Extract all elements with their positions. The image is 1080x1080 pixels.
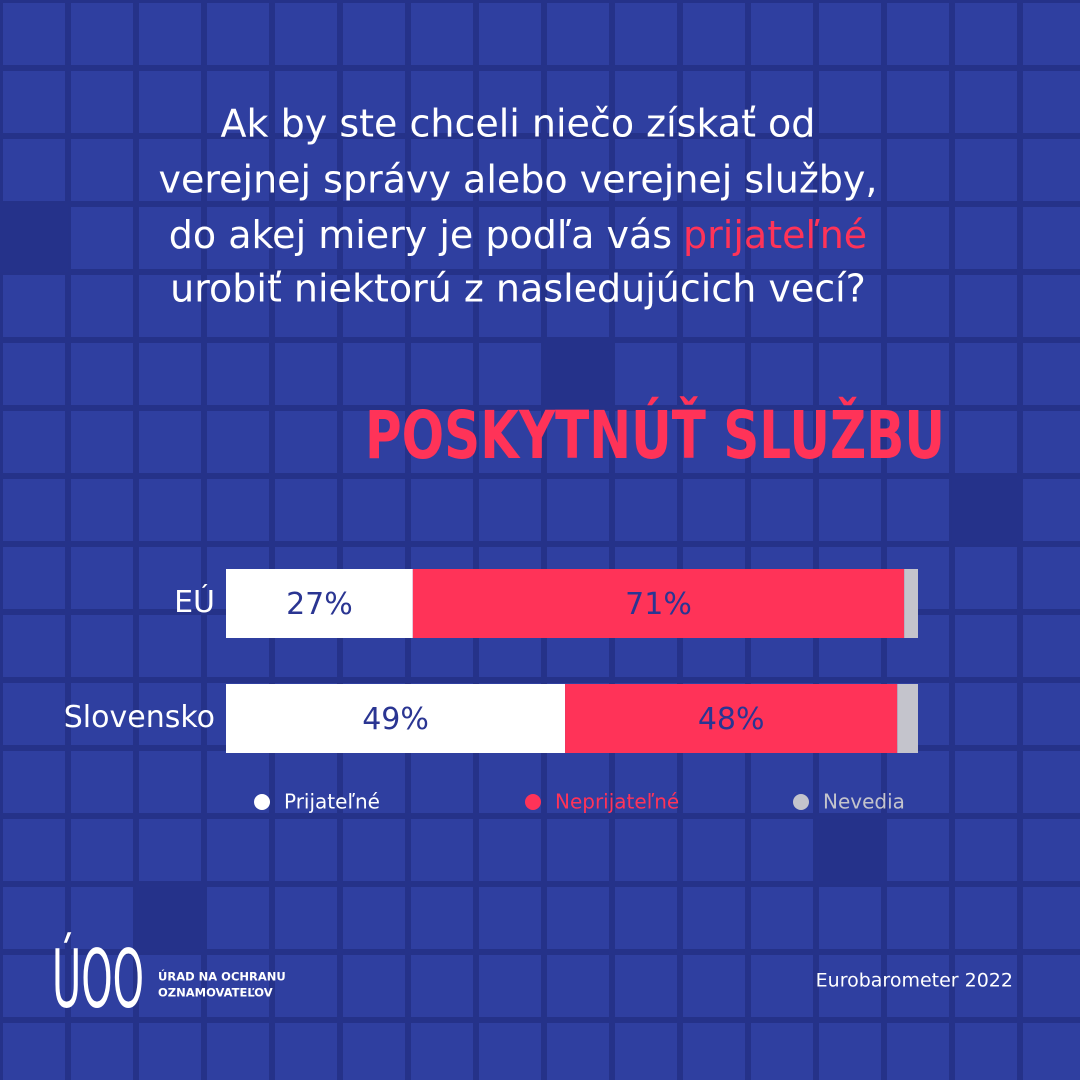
title-line: verejnej správy alebo verejnej služby, xyxy=(158,158,877,202)
title: Ak by ste chceli niečo získať od verejne… xyxy=(158,102,877,311)
subtitle: POSKYTNÚŤ SLUŽBU xyxy=(365,396,945,474)
title-highlight: prijateľné xyxy=(683,213,867,257)
logo-text: OZNAMOVATEĽOV xyxy=(158,986,273,1000)
source: Eurobarometer 2022 xyxy=(816,970,1013,992)
tile xyxy=(952,476,1020,544)
title-line: Ak by ste chceli niečo získať od xyxy=(221,102,816,146)
value-label: 48% xyxy=(698,702,765,737)
value-label: 49% xyxy=(362,702,429,737)
value-label: 71% xyxy=(625,587,692,622)
legend-marker xyxy=(793,794,809,810)
tile xyxy=(816,816,884,884)
logo-mark: ÚOO xyxy=(52,932,144,1026)
title-line-part: do akej miery je podľa vás xyxy=(169,213,672,257)
bar-segment xyxy=(412,569,905,638)
bar-segment xyxy=(904,569,918,638)
title-line: do akej miery je podľa vás prijateľné xyxy=(169,213,867,257)
legend-label: Neprijateľné xyxy=(555,790,679,814)
bar-segment xyxy=(565,684,898,753)
bar-segment xyxy=(897,684,918,753)
tile xyxy=(544,340,612,408)
title-line: urobiť niektorú z nasledujúcich vecí? xyxy=(170,267,866,311)
bar-segment xyxy=(226,684,566,753)
category-label: EÚ xyxy=(174,583,215,620)
legend-label: Nevedia xyxy=(823,790,905,814)
category-label: Slovensko xyxy=(64,700,215,735)
tile xyxy=(136,884,204,952)
legend-marker xyxy=(525,794,541,810)
legend-marker xyxy=(254,794,270,810)
logo-text: ÚRAD NA OCHRANU xyxy=(158,969,286,984)
legend-label: Prijateľné xyxy=(284,790,380,814)
tile xyxy=(0,204,68,272)
bar-segment xyxy=(226,569,413,638)
value-label: 27% xyxy=(286,587,353,622)
